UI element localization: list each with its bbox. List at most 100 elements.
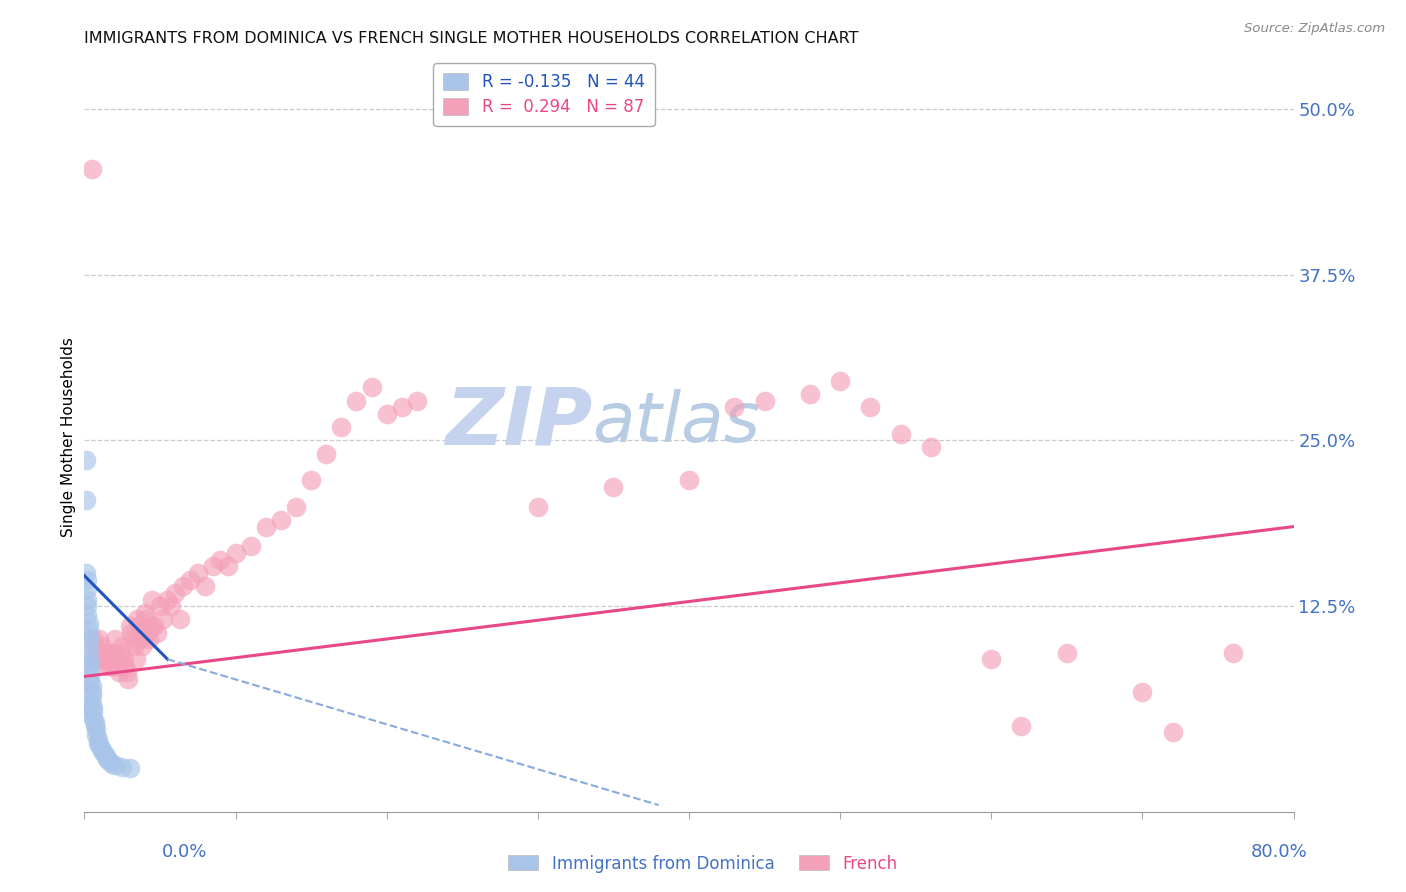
Point [152, 612, 174, 626]
Point [77, 616, 100, 631]
Point [156, 592, 179, 607]
Point [79, 674, 101, 689]
Point [127, 612, 149, 626]
Point [97, 755, 120, 769]
Point [799, 387, 821, 401]
Point [299, 473, 322, 487]
Point [122, 639, 145, 653]
Point [112, 652, 135, 666]
Point [201, 559, 224, 574]
Point [104, 632, 127, 647]
Point [82, 701, 104, 715]
Point [82, 632, 104, 647]
Point [105, 652, 128, 666]
Point [830, 374, 852, 388]
Point [146, 625, 169, 640]
Point [76, 608, 98, 623]
Point [80, 688, 103, 702]
Point [114, 658, 136, 673]
Point [91, 744, 114, 758]
Point [1222, 646, 1244, 660]
Point [89, 646, 111, 660]
Point [98, 658, 121, 673]
Point [79, 656, 101, 670]
Point [118, 761, 141, 775]
Point [84, 639, 107, 653]
Point [79, 669, 101, 683]
Point [346, 393, 368, 408]
Point [82, 712, 104, 726]
Point [80, 161, 103, 176]
Point [149, 599, 172, 614]
Point [107, 658, 129, 673]
Point [75, 698, 97, 713]
Point [141, 592, 163, 607]
Point [89, 739, 111, 753]
Point [76, 582, 98, 596]
Point [84, 718, 107, 732]
Point [128, 619, 150, 633]
Point [93, 646, 115, 660]
Point [187, 566, 209, 580]
Point [315, 447, 337, 461]
Point [84, 714, 107, 729]
Point [101, 658, 124, 673]
Point [723, 401, 745, 415]
Point [859, 401, 882, 415]
Point [217, 559, 239, 574]
Point [96, 752, 118, 766]
Point [104, 646, 127, 660]
Point [77, 635, 100, 649]
Point [77, 643, 100, 657]
Point [100, 646, 122, 660]
Point [129, 632, 152, 647]
Point [172, 579, 194, 593]
Point [135, 612, 157, 626]
Point [179, 573, 201, 587]
Point [225, 546, 247, 560]
Text: ZIP: ZIP [444, 383, 592, 461]
Point [111, 639, 134, 653]
Point [980, 652, 1002, 666]
Point [111, 759, 134, 773]
Point [920, 440, 942, 454]
Point [1011, 718, 1033, 732]
Point [406, 393, 429, 408]
Point [77, 652, 100, 666]
Point [96, 658, 118, 673]
Point [239, 540, 262, 554]
Text: 0.0%: 0.0% [162, 843, 207, 861]
Point [104, 758, 127, 772]
Point [602, 480, 624, 494]
Point [270, 513, 292, 527]
Point [134, 606, 156, 620]
Point [890, 426, 912, 441]
Point [120, 625, 142, 640]
Point [80, 685, 103, 699]
Point [1056, 646, 1078, 660]
Point [96, 646, 118, 660]
Point [115, 665, 138, 680]
Point [139, 619, 162, 633]
Point [82, 705, 104, 719]
Point [86, 723, 108, 737]
Point [77, 630, 100, 644]
Point [87, 736, 110, 750]
Point [136, 625, 159, 640]
Point [754, 393, 776, 408]
Point [75, 705, 97, 719]
Text: IMMIGRANTS FROM DOMINICA VS FRENCH SINGLE MOTHER HOUSEHOLDS CORRELATION CHART: IMMIGRANTS FROM DOMINICA VS FRENCH SINGL… [84, 31, 859, 46]
Point [110, 646, 132, 660]
Point [97, 652, 120, 666]
Point [194, 579, 217, 593]
Point [75, 453, 97, 467]
Point [76, 592, 98, 607]
Point [89, 632, 111, 647]
Point [90, 741, 112, 756]
Point [254, 519, 277, 533]
Point [527, 500, 550, 514]
Point [76, 599, 98, 614]
Point [117, 672, 139, 686]
Point [93, 747, 115, 761]
Point [94, 652, 117, 666]
